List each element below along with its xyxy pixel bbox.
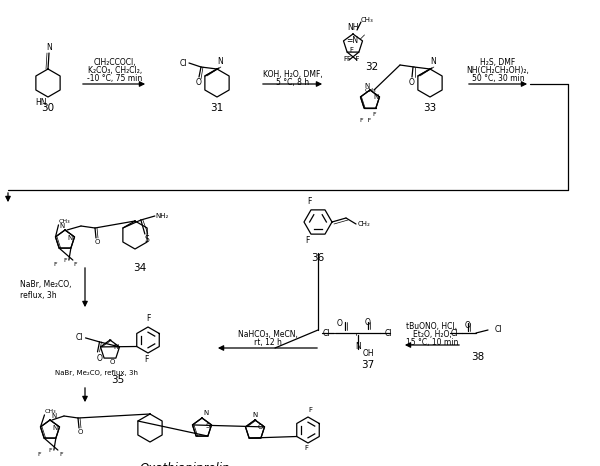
- Text: Cl: Cl: [385, 329, 392, 337]
- Text: F: F: [349, 47, 353, 53]
- Text: O: O: [409, 78, 415, 87]
- Text: F  F: F F: [347, 56, 359, 62]
- Text: 50 °C, 30 min: 50 °C, 30 min: [472, 74, 524, 83]
- Text: NaBr, Me₂CO,
reflux, 3h: NaBr, Me₂CO, reflux, 3h: [20, 281, 71, 300]
- Text: N: N: [365, 83, 370, 89]
- Text: N: N: [60, 223, 65, 229]
- Text: N: N: [355, 342, 361, 351]
- Text: O: O: [77, 429, 83, 435]
- Text: 30: 30: [41, 103, 55, 113]
- Text: Cl: Cl: [451, 329, 458, 337]
- Text: F: F: [48, 448, 52, 453]
- Text: O: O: [365, 318, 371, 327]
- Text: K₂CO₃, CH₂Cl₂,: K₂CO₃, CH₂Cl₂,: [88, 66, 142, 75]
- Text: 36: 36: [311, 253, 325, 263]
- Text: O: O: [465, 321, 471, 330]
- Text: O: O: [337, 319, 343, 328]
- Text: F: F: [305, 236, 309, 245]
- Text: Oxathiapiprolin: Oxathiapiprolin: [140, 462, 230, 466]
- Text: 34: 34: [133, 263, 146, 273]
- Text: N: N: [217, 57, 223, 66]
- Text: =N: =N: [346, 36, 359, 45]
- Text: 33: 33: [424, 103, 437, 113]
- Text: O: O: [196, 78, 202, 87]
- Text: O: O: [257, 424, 263, 430]
- Text: 35: 35: [112, 375, 125, 385]
- Text: NaHCO₃, MeCN,: NaHCO₃, MeCN,: [238, 330, 298, 339]
- Text: OH: OH: [363, 349, 374, 358]
- Text: H₂S, DMF: H₂S, DMF: [481, 58, 515, 67]
- Text: F  F: F F: [361, 118, 372, 123]
- Text: CH₂: CH₂: [358, 221, 371, 227]
- Text: S: S: [205, 423, 209, 429]
- Text: N: N: [51, 413, 56, 419]
- Text: F: F: [304, 445, 308, 451]
- Text: F: F: [307, 197, 311, 206]
- Text: 15 °C, 10 min: 15 °C, 10 min: [406, 338, 458, 347]
- Text: F: F: [37, 452, 41, 457]
- Text: F: F: [308, 407, 312, 413]
- Text: O: O: [110, 359, 115, 365]
- Text: F: F: [372, 112, 376, 117]
- Text: CH₃: CH₃: [361, 17, 374, 23]
- Text: O: O: [97, 354, 103, 363]
- Text: 38: 38: [472, 352, 485, 362]
- Text: N: N: [203, 410, 208, 416]
- Text: F: F: [73, 262, 77, 267]
- Text: -10 °C, 75 min: -10 °C, 75 min: [88, 74, 143, 83]
- Text: 31: 31: [211, 103, 224, 113]
- Text: Cl: Cl: [179, 59, 187, 68]
- Text: NaBr, Me₂CO, reflux, 3h: NaBr, Me₂CO, reflux, 3h: [55, 370, 138, 376]
- Text: Cl: Cl: [495, 325, 503, 335]
- Text: F: F: [144, 355, 148, 364]
- Text: O: O: [94, 239, 100, 245]
- Text: N: N: [113, 344, 119, 350]
- Text: N: N: [430, 57, 436, 66]
- Text: F: F: [343, 56, 347, 62]
- Text: N: N: [46, 43, 52, 52]
- Text: CH₃: CH₃: [364, 89, 376, 93]
- Text: 32: 32: [365, 62, 378, 72]
- Text: F: F: [63, 258, 67, 263]
- Text: KOH, H₂O, DMF,: KOH, H₂O, DMF,: [263, 70, 323, 79]
- Text: ClH₂CCOCl,: ClH₂CCOCl,: [94, 58, 136, 67]
- Text: Cl: Cl: [323, 329, 330, 337]
- Text: S: S: [145, 235, 149, 244]
- Text: HN: HN: [35, 98, 47, 107]
- Text: NH(CH₂CH₂OH)₂,: NH(CH₂CH₂OH)₂,: [467, 66, 529, 75]
- Text: F: F: [146, 314, 150, 323]
- Text: rt, 12 h: rt, 12 h: [254, 338, 282, 347]
- Text: N: N: [67, 235, 73, 241]
- Text: Et₂O, H₂O,: Et₂O, H₂O,: [413, 330, 451, 339]
- Text: Cl: Cl: [76, 333, 83, 343]
- Text: N: N: [253, 412, 257, 418]
- Text: NH: NH: [347, 23, 359, 32]
- Text: CH₃: CH₃: [44, 409, 56, 414]
- Text: 37: 37: [361, 360, 374, 370]
- Text: NH₂: NH₂: [155, 213, 168, 219]
- Text: N: N: [373, 94, 379, 100]
- Text: CH₃: CH₃: [58, 219, 70, 224]
- Text: N: N: [52, 425, 58, 431]
- Text: 5 °C, 8 h: 5 °C, 8 h: [277, 78, 310, 87]
- Text: F: F: [53, 262, 57, 267]
- Text: tBuONO, HCl,: tBuONO, HCl,: [407, 322, 458, 331]
- Text: F: F: [59, 452, 63, 457]
